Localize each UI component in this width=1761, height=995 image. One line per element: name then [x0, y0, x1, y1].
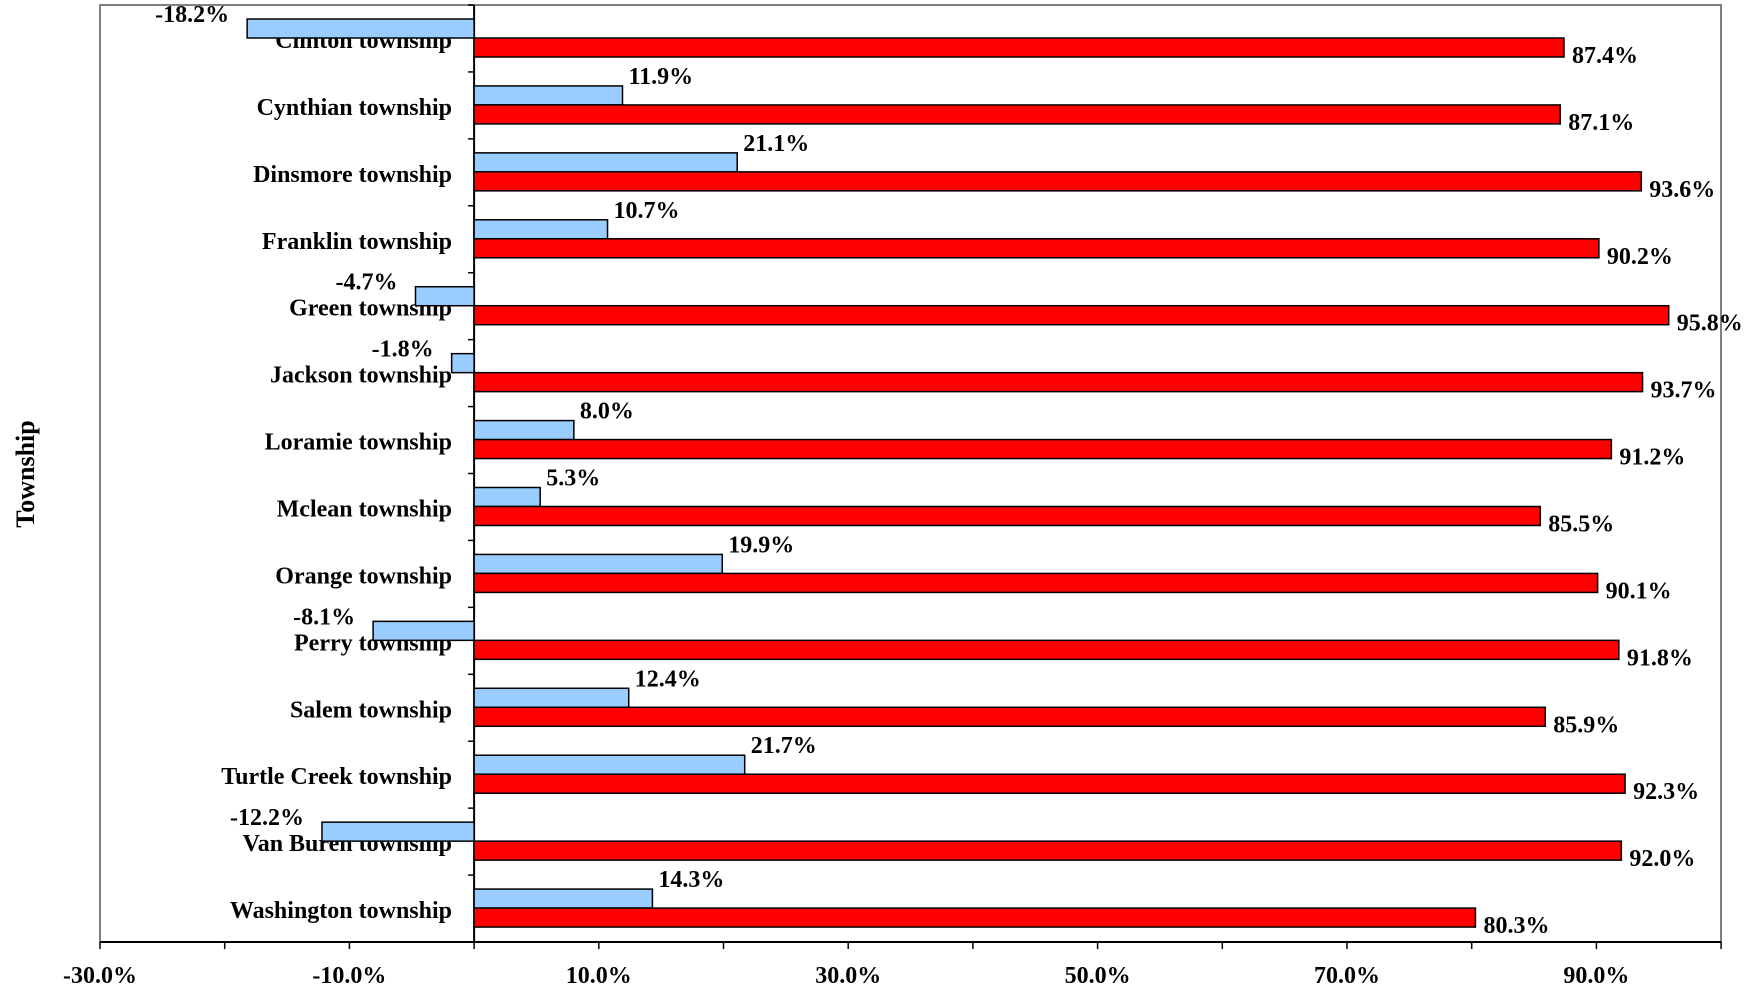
- bar-series2: [473, 840, 1623, 861]
- data-label-series2: 91.8%: [1627, 645, 1693, 671]
- category-label: Salem township: [290, 697, 452, 723]
- x-tick-label: -30.0%: [63, 963, 137, 989]
- data-label-series2: 87.1%: [1568, 110, 1634, 136]
- bar-series2: [473, 706, 1547, 728]
- data-label-series2: 90.2%: [1607, 244, 1673, 270]
- bar-series2: [473, 37, 1565, 58]
- x-tick-label: 30.0%: [815, 963, 881, 989]
- bar-series1: [473, 687, 630, 709]
- x-tick-label: -10.0%: [312, 963, 386, 989]
- bar-series1: [473, 486, 541, 508]
- category-label: Mclean township: [277, 497, 452, 523]
- bar-series2: [473, 639, 1620, 661]
- data-label-series1: 11.9%: [628, 64, 693, 90]
- bar-series2: [473, 171, 1643, 192]
- data-label-series2: 85.5%: [1548, 512, 1614, 538]
- bar-series1: [473, 219, 609, 240]
- category-label: Turtle Creek township: [221, 764, 452, 790]
- data-label-series1: 12.4%: [635, 666, 701, 692]
- x-tick-label: 70.0%: [1314, 963, 1380, 989]
- category-label: Orange township: [275, 563, 452, 589]
- bar-series2: [473, 104, 1561, 125]
- data-label-series1: 8.0%: [580, 399, 634, 425]
- bar-series1: [372, 620, 475, 642]
- category-label: Franklin township: [262, 229, 452, 255]
- chart-marks: -30.0% -10.0% 10.0% 30.0% 50.0% 70.0% 90.0%Cli…: [63, 2, 1743, 989]
- category-label: Cynthian township: [257, 95, 452, 121]
- data-label-series1: 21.7%: [751, 733, 817, 759]
- data-label-series1: -4.7%: [335, 270, 397, 296]
- bar-series1: [321, 821, 475, 842]
- data-label-series2: 85.9%: [1553, 712, 1619, 738]
- bar-series2: [473, 438, 1613, 460]
- bar-series2: [473, 505, 1542, 527]
- bar-series1: [473, 85, 624, 106]
- data-label-series1: 14.3%: [658, 867, 724, 893]
- data-label-series2: 91.2%: [1619, 445, 1685, 471]
- data-label-series1: -18.2%: [155, 2, 229, 28]
- bar-series2: [473, 304, 1670, 326]
- bar-series2: [473, 572, 1599, 594]
- data-label-series2: 87.4%: [1572, 43, 1638, 69]
- category-label: Loramie township: [265, 430, 452, 456]
- data-label-series1: 5.3%: [546, 466, 600, 492]
- data-label-series2: 80.3%: [1483, 913, 1549, 939]
- data-label-series1: -1.8%: [372, 337, 434, 363]
- x-tick-label: 50.0%: [1065, 963, 1131, 989]
- data-label-series1: -8.1%: [293, 604, 355, 630]
- bar-series1: [450, 352, 475, 374]
- data-label-series2: 93.7%: [1651, 378, 1717, 404]
- bar-series2: [473, 238, 1600, 259]
- bar-series2: [473, 907, 1477, 928]
- plot-area-border: [99, 4, 1722, 943]
- bar-series1: [473, 553, 724, 575]
- x-tick-label: 90.0%: [1563, 963, 1629, 989]
- data-label-series2: 90.1%: [1606, 578, 1672, 604]
- data-label-series2: 93.6%: [1649, 177, 1715, 203]
- bar-series2: [473, 773, 1626, 794]
- category-label: Washington township: [230, 898, 452, 924]
- category-label: Dinsmore township: [253, 162, 452, 188]
- data-label-series1: -12.2%: [230, 805, 304, 831]
- bar-series1: [473, 888, 654, 909]
- data-label-series1: 10.7%: [614, 198, 680, 224]
- category-label: Jackson township: [270, 363, 452, 389]
- bar-series1: [246, 18, 475, 39]
- bar-series1: [473, 152, 738, 173]
- bar-series1: [473, 754, 746, 775]
- data-label-series2: 92.3%: [1633, 779, 1699, 805]
- bar-series1: [414, 285, 475, 307]
- data-label-series1: 21.1%: [743, 131, 809, 157]
- data-label-series2: 92.0%: [1629, 846, 1695, 872]
- bar-series2: [473, 371, 1644, 393]
- x-tick-label: 10.0%: [566, 963, 632, 989]
- data-label-series1: 19.9%: [728, 532, 794, 558]
- data-label-series2: 95.8%: [1677, 311, 1743, 337]
- bar-series1: [473, 419, 575, 441]
- y-axis-title: Township: [11, 420, 40, 527]
